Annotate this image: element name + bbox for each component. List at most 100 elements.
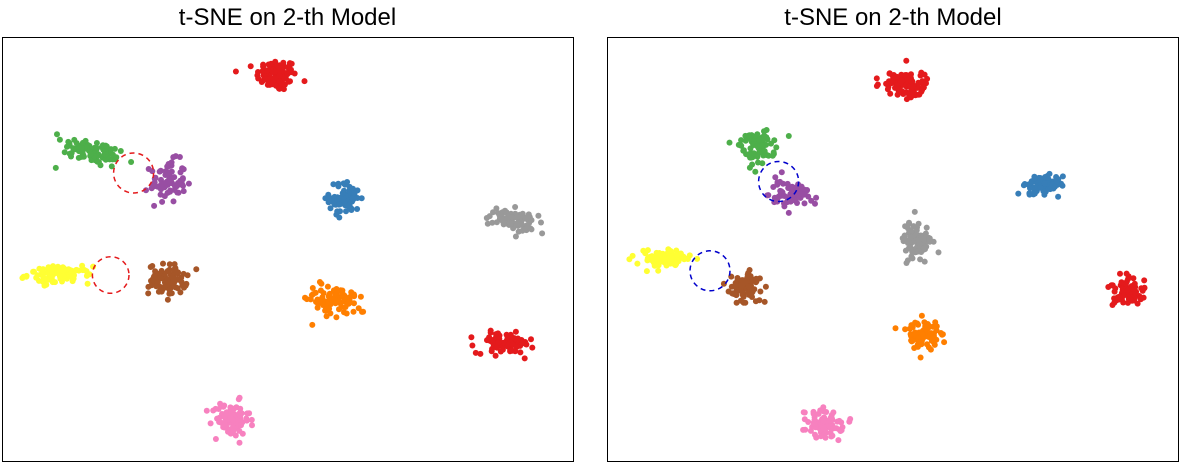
scatter-point bbox=[1111, 299, 1118, 306]
scatter-point bbox=[521, 355, 528, 362]
scatter-point bbox=[904, 237, 911, 244]
scatter-point bbox=[285, 78, 292, 85]
scatter-point bbox=[894, 73, 900, 80]
scatter-point bbox=[781, 203, 788, 210]
scatter-point bbox=[668, 255, 675, 261]
scatter-point bbox=[166, 290, 173, 297]
scatter-point bbox=[839, 424, 846, 431]
scatter-point bbox=[496, 212, 503, 219]
scatter-point bbox=[78, 145, 85, 152]
scatter-point bbox=[331, 201, 338, 208]
scatter-point bbox=[899, 77, 905, 84]
scatter-point bbox=[335, 287, 342, 294]
scatter-point bbox=[65, 138, 72, 145]
scatter-point bbox=[493, 331, 499, 338]
scatter-point bbox=[1132, 289, 1139, 296]
scatter-point bbox=[164, 296, 171, 303]
scatter-point bbox=[151, 273, 158, 280]
scatter-point bbox=[1041, 191, 1048, 198]
scatter-point bbox=[312, 289, 319, 296]
scatter-point bbox=[288, 60, 295, 67]
scatter-point bbox=[507, 347, 514, 354]
scatter-point bbox=[176, 154, 183, 160]
scatter-point bbox=[894, 84, 901, 91]
scatter-point bbox=[472, 349, 479, 356]
scatter-point bbox=[737, 297, 744, 304]
scatter-point bbox=[774, 198, 781, 205]
scatter-point bbox=[336, 306, 342, 313]
scatter-point bbox=[164, 178, 170, 185]
scatter-point bbox=[1141, 277, 1148, 284]
scatter-point bbox=[342, 304, 349, 310]
scatter-point bbox=[820, 418, 827, 425]
scatter-point bbox=[932, 319, 939, 326]
scatter-point bbox=[759, 142, 766, 149]
scatter-point bbox=[228, 407, 235, 414]
scatter-point bbox=[761, 148, 768, 155]
scatter-point bbox=[489, 219, 496, 226]
scatter-point bbox=[203, 407, 210, 414]
scatter-point bbox=[512, 233, 519, 240]
scatter-point bbox=[301, 78, 308, 85]
scatter-point bbox=[1041, 180, 1048, 187]
scatter-point bbox=[908, 337, 915, 344]
scatter-point bbox=[161, 193, 168, 200]
scatter-point bbox=[486, 213, 493, 220]
plot-frame bbox=[2, 37, 574, 462]
right-chart-title: t-SNE on 2-th Model bbox=[784, 4, 1002, 31]
scatter-point bbox=[517, 349, 524, 356]
scatter-point bbox=[162, 172, 169, 178]
scatter-point bbox=[102, 151, 109, 158]
scatter-point bbox=[761, 298, 768, 305]
scatter-point bbox=[919, 235, 925, 242]
scatter-point bbox=[528, 226, 535, 233]
scatter-point bbox=[335, 180, 342, 187]
scatter-point bbox=[762, 283, 769, 290]
scatter-point bbox=[677, 250, 684, 257]
scatter-point bbox=[151, 202, 158, 209]
scatter-point bbox=[143, 187, 149, 194]
scatter-point bbox=[539, 230, 546, 237]
scatter-point bbox=[773, 144, 780, 151]
scatter-point bbox=[720, 280, 727, 287]
scatter-point bbox=[919, 87, 926, 93]
scatter-point bbox=[1026, 190, 1033, 197]
scatter-point bbox=[34, 272, 41, 279]
scatter-point bbox=[512, 328, 519, 335]
scatter-point bbox=[69, 271, 76, 278]
scatter-point bbox=[828, 433, 835, 440]
scatter-point bbox=[892, 325, 899, 332]
scatter-point bbox=[780, 180, 787, 187]
scatter-point bbox=[1123, 270, 1130, 277]
scatter-point bbox=[763, 127, 770, 133]
scatter-point bbox=[642, 250, 649, 257]
scatter-point bbox=[801, 191, 808, 198]
scatter-point bbox=[745, 132, 752, 139]
scatter-point bbox=[309, 321, 316, 328]
scatter-point bbox=[822, 434, 829, 441]
scatter-point bbox=[484, 220, 491, 227]
scatter-point bbox=[343, 208, 349, 215]
scatter-point bbox=[528, 336, 534, 343]
scatter-point bbox=[1112, 285, 1119, 292]
scatter-point bbox=[935, 249, 942, 256]
scatter-point bbox=[811, 420, 818, 427]
scatter-point bbox=[172, 183, 178, 190]
scatter-point bbox=[180, 188, 187, 195]
scatter-point bbox=[236, 394, 243, 401]
scatter-point bbox=[170, 198, 177, 205]
scatter-point bbox=[756, 136, 763, 143]
scatter-point bbox=[39, 268, 46, 275]
scatter-point bbox=[745, 283, 752, 290]
scatter-point bbox=[673, 247, 680, 254]
scatter-point bbox=[291, 70, 298, 77]
scatter-point bbox=[236, 439, 243, 446]
scatter-point bbox=[504, 215, 511, 221]
scatter-point bbox=[487, 327, 494, 334]
scatter-point bbox=[237, 412, 244, 419]
scatter-point bbox=[247, 63, 254, 70]
scatter-point bbox=[276, 85, 283, 92]
scatter-point bbox=[497, 348, 504, 355]
scatter-point bbox=[232, 68, 239, 75]
scatter-point bbox=[52, 279, 58, 286]
